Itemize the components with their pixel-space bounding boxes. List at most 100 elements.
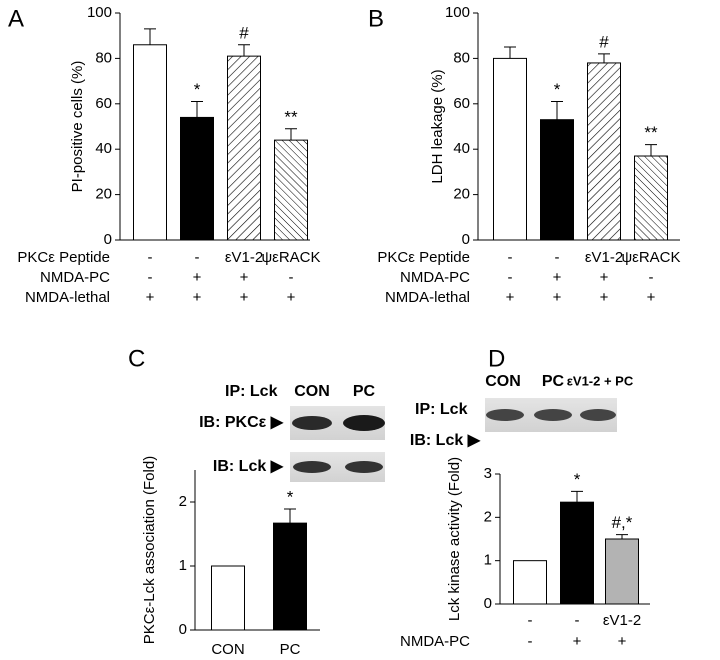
condition-label: NMDA-lethal [385, 289, 470, 306]
significance-marker: # [239, 23, 249, 42]
bar [634, 155, 668, 241]
panel-label: A [8, 5, 24, 32]
condition-cell: εV1-2 [585, 249, 623, 266]
error-bar [191, 101, 203, 118]
bar [560, 501, 594, 605]
y-axis-label: Lck kinase activity (Fold) [446, 457, 463, 621]
y-tick-label: 60 [95, 95, 112, 112]
bar [273, 522, 307, 631]
y-tick-label: 40 [453, 140, 470, 157]
y-axis-label: LDH leakage (%) [429, 69, 446, 183]
bar [493, 57, 527, 241]
blot-ip-label: IP: Lck [225, 383, 278, 400]
blot-lane-label: CON [485, 373, 521, 390]
y-tick-label: 0 [484, 595, 492, 612]
bar [211, 565, 245, 631]
error-bar [598, 53, 610, 63]
bar [227, 55, 261, 241]
condition-label: PKCε Peptide [17, 249, 110, 266]
condition-cell: - [148, 269, 153, 286]
y-tick-label: 100 [445, 4, 470, 21]
condition-cell: εV1-2 [225, 249, 263, 266]
y-axis-label: PI-positive cells (%) [69, 61, 86, 193]
blot-ip-label: IP: Lck [415, 401, 468, 418]
y-tick-label: 1 [179, 557, 187, 574]
condition-cell: + [506, 289, 515, 306]
condition-cell: + [600, 269, 609, 286]
condition-cell: + [240, 269, 249, 286]
y-tick-label: 2 [484, 508, 492, 525]
condition-cell: + [553, 269, 562, 286]
y-tick-label: 40 [95, 140, 112, 157]
condition-label: NMDA-PC [40, 269, 110, 286]
significance-marker: * [574, 470, 581, 489]
significance-marker: * [194, 80, 201, 99]
error-bar [616, 534, 628, 539]
y-tick-label: 2 [179, 493, 187, 510]
y-tick-label: 1 [484, 552, 492, 569]
blot-row-label: IB: Lck ▶ [213, 458, 284, 475]
error-bar [144, 28, 156, 45]
blot-lane-label: εV1-2 + PC [567, 373, 634, 388]
panel-label: C [128, 345, 145, 372]
condition-cell: ψεRACK [621, 249, 680, 266]
error-bar [504, 46, 516, 59]
blot-row-label: IB: PKCε ▶ [199, 414, 284, 431]
bar [605, 538, 639, 605]
condition-cell: + [618, 633, 627, 650]
x-tick-label: CON [211, 641, 244, 658]
error-bar [285, 128, 297, 141]
condition-label: PKCε Peptide [377, 249, 470, 266]
condition-cell: - [195, 249, 200, 266]
condition-cell: - [148, 249, 153, 266]
condition-cell: εV1-2 [603, 612, 641, 629]
error-bar [645, 144, 657, 157]
condition-cell: + [193, 269, 202, 286]
panel-label: B [368, 5, 384, 32]
y-tick-label: 0 [462, 231, 470, 248]
blot-row-label: IB: Lck ▶ [410, 432, 481, 449]
condition-cell: + [240, 289, 249, 306]
y-tick-label: 100 [87, 4, 112, 21]
error-bar [284, 508, 296, 524]
bar [540, 119, 574, 241]
panel-label: D [488, 345, 505, 372]
condition-cell: + [573, 633, 582, 650]
x-tick-label: PC [280, 641, 301, 658]
condition-cell: + [193, 289, 202, 306]
condition-cell: - [575, 612, 580, 629]
condition-cell: + [647, 289, 656, 306]
condition-cell: + [553, 289, 562, 306]
y-tick-label: 0 [179, 621, 187, 638]
error-bar [551, 101, 563, 120]
condition-cell: + [146, 289, 155, 306]
condition-cell: - [528, 633, 533, 650]
y-tick-label: 60 [453, 95, 470, 112]
condition-label: NMDA-PC [400, 633, 470, 650]
y-tick-label: 80 [95, 49, 112, 66]
condition-cell: - [508, 249, 513, 266]
condition-cell: - [555, 249, 560, 266]
blot-lane-label: PC [353, 383, 376, 400]
bar [587, 62, 621, 241]
y-tick-label: 80 [453, 49, 470, 66]
significance-marker: * [554, 80, 561, 99]
blot-lane-label: PC [542, 373, 565, 390]
condition-label: NMDA-lethal [25, 289, 110, 306]
condition-cell: - [508, 269, 513, 286]
condition-cell: ψεRACK [261, 249, 320, 266]
y-tick-label: 3 [484, 465, 492, 482]
bar [133, 44, 167, 241]
significance-marker: ** [284, 107, 298, 126]
condition-cell: - [289, 269, 294, 286]
condition-cell: - [528, 612, 533, 629]
y-tick-label: 20 [453, 186, 470, 203]
condition-cell: - [649, 269, 654, 286]
significance-marker: # [599, 32, 609, 51]
y-axis-label: PKCε-Lck association (Fold) [141, 456, 158, 644]
blot-lane-label: CON [294, 383, 330, 400]
blot-images [290, 398, 617, 482]
y-tick-label: 0 [104, 231, 112, 248]
bar [180, 116, 214, 241]
significance-marker: ** [644, 123, 658, 142]
